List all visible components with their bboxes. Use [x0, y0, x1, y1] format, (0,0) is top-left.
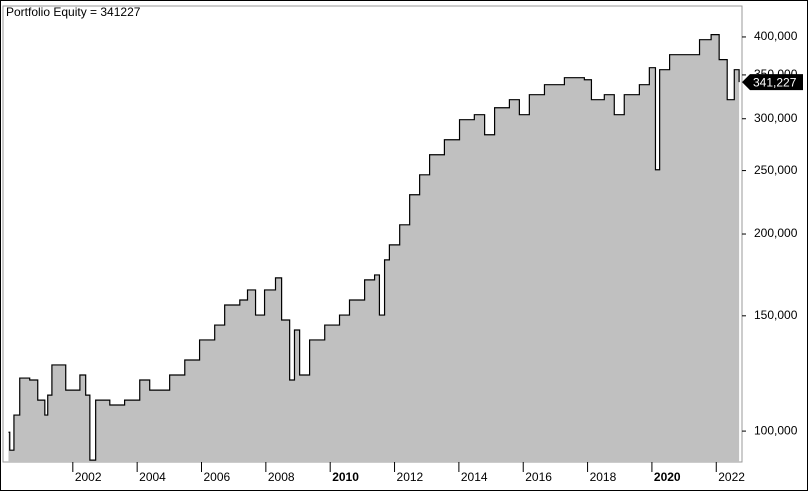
last-value-marker [742, 74, 803, 91]
equity-line [8, 34, 740, 461]
y-tick-label: 400,000 [754, 29, 798, 43]
x-tick-label: 2012 [397, 470, 424, 484]
x-tick-label: 2002 [75, 470, 102, 484]
x-tick-label: 2020 [654, 470, 681, 484]
x-tick-label: 2014 [461, 470, 488, 484]
x-tick-label: 2004 [139, 470, 166, 484]
x-tick-label: 2016 [525, 470, 552, 484]
y-tick-label: 150,000 [754, 308, 798, 322]
chart-title: Portfolio Equity = 341227 [6, 5, 141, 19]
y-tick-label: 100,000 [754, 423, 798, 437]
equity-area [8, 34, 740, 462]
y-tick-label: 200,000 [754, 226, 798, 240]
x-tick-label: 2018 [590, 470, 617, 484]
x-tick-label: 2006 [204, 470, 231, 484]
y-tick-label: 300,000 [754, 111, 798, 125]
x-tick-label: 2022 [718, 470, 745, 484]
last-value-label: 341,227 [753, 75, 797, 89]
x-tick-label: 2008 [268, 470, 295, 484]
x-tick-label: 2010 [332, 470, 359, 484]
y-tick-label: 250,000 [754, 163, 798, 177]
